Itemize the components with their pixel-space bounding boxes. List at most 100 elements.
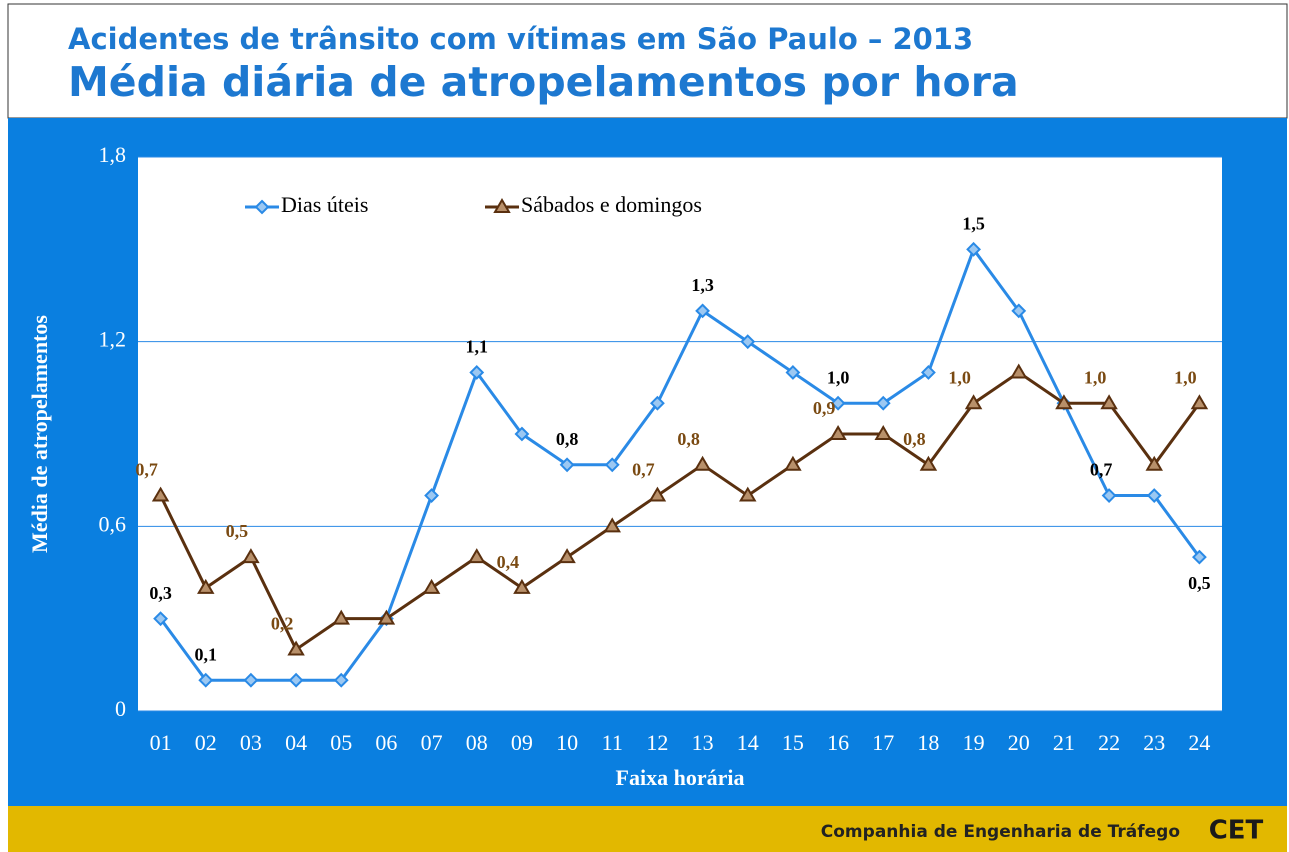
y-tick-label: 1,2 [99, 327, 127, 352]
legend-marker [493, 198, 511, 213]
point [1192, 549, 1207, 565]
point [966, 241, 981, 257]
point [650, 395, 665, 411]
legend-marker [254, 199, 270, 215]
legend-label: Sábados e domingos [521, 192, 702, 217]
point [964, 394, 983, 410]
point [287, 640, 305, 656]
point [919, 455, 938, 471]
legend-label: Dias úteis [281, 192, 368, 217]
x-tick-label: 23 [1143, 730, 1165, 755]
data-label: 0,3 [149, 583, 172, 603]
data-label: 0,7 [135, 460, 158, 480]
x-tick-label: 04 [285, 730, 307, 755]
point [921, 365, 936, 380]
x-tick-label: 10 [556, 730, 578, 755]
point [1055, 394, 1073, 410]
x-tick-label: 03 [240, 730, 262, 755]
data-label: 0,9 [813, 398, 836, 418]
data-label: 1,0 [1174, 367, 1197, 387]
data-label: 1,5 [962, 213, 985, 233]
logo: CET [1209, 816, 1264, 846]
x-tick-label: 18 [917, 730, 939, 755]
x-tick-label: 21 [1053, 730, 1075, 755]
point [1146, 488, 1162, 503]
x-tick-label: 17 [872, 730, 894, 755]
point [513, 578, 531, 594]
point [1100, 394, 1118, 410]
point [377, 609, 396, 625]
point [739, 486, 757, 502]
point [558, 548, 576, 564]
point [1101, 488, 1117, 503]
header-box [7, 3, 1288, 119]
data-label: 0,5 [226, 521, 249, 541]
point [693, 455, 712, 471]
point [198, 672, 214, 688]
y-axis-label: Média de atropelamentos [27, 315, 52, 553]
point [1011, 303, 1027, 319]
x-tick-label: 09 [511, 730, 533, 755]
point [333, 672, 349, 688]
x-tick-label: 15 [782, 730, 804, 755]
footer-text: Companhia de Engenharia de Tráfego [821, 822, 1180, 842]
x-tick-label: 14 [737, 730, 759, 755]
data-label: 1,3 [691, 275, 714, 295]
point [829, 425, 847, 440]
x-tick-label: 16 [827, 730, 849, 755]
x-tick-label: 12 [646, 730, 668, 755]
point [1190, 394, 1209, 410]
chart-subtitle: Média diária de atropelamentos por hora [68, 58, 1019, 106]
point [1145, 455, 1163, 471]
x-tick-label: 08 [466, 730, 488, 755]
point [559, 457, 575, 473]
point [288, 672, 304, 688]
x-tick-label: 19 [963, 730, 985, 755]
point [603, 517, 621, 533]
point [830, 395, 846, 411]
point [153, 611, 168, 627]
point [1010, 363, 1028, 379]
point [151, 486, 170, 502]
data-label: 1,1 [466, 337, 489, 357]
x-tick-label: 01 [150, 730, 172, 755]
x-tick-label: 20 [1008, 730, 1030, 755]
x-tick-label: 05 [330, 730, 352, 755]
point [604, 457, 620, 473]
point [469, 365, 485, 380]
point [740, 334, 756, 350]
x-tick-label: 06 [375, 730, 397, 755]
data-label: 0,1 [195, 644, 218, 664]
x-tick-label: 07 [421, 730, 443, 755]
data-label: 1,0 [1084, 367, 1107, 387]
data-label: 1,0 [827, 367, 850, 387]
data-label: 0,7 [1090, 460, 1113, 480]
data-label: 0,8 [903, 429, 926, 449]
y-tick-label: 0,6 [99, 511, 127, 536]
data-label: 1,0 [948, 367, 971, 387]
x-tick-label: 11 [602, 730, 623, 755]
point [424, 488, 439, 503]
x-tick-label: 22 [1098, 730, 1120, 755]
point [648, 486, 667, 502]
point [785, 365, 801, 380]
data-label: 0,5 [1188, 573, 1211, 593]
data-label: 0,8 [677, 429, 700, 449]
point [197, 578, 215, 594]
point [514, 426, 530, 442]
data-label: 0,2 [271, 614, 294, 634]
x-tick-label: 13 [692, 730, 714, 755]
y-tick-label: 1,8 [99, 142, 127, 167]
y-tick-label: 0 [115, 696, 126, 721]
series-line [159, 246, 1201, 682]
point [784, 455, 802, 471]
x-tick-label: 02 [195, 730, 217, 755]
data-label: 0,4 [497, 552, 520, 572]
point [332, 609, 350, 625]
x-axis-label: Faixa horária [616, 765, 745, 790]
x-tick-label: 24 [1188, 730, 1210, 755]
plot-area [138, 157, 1222, 711]
point [468, 548, 486, 564]
